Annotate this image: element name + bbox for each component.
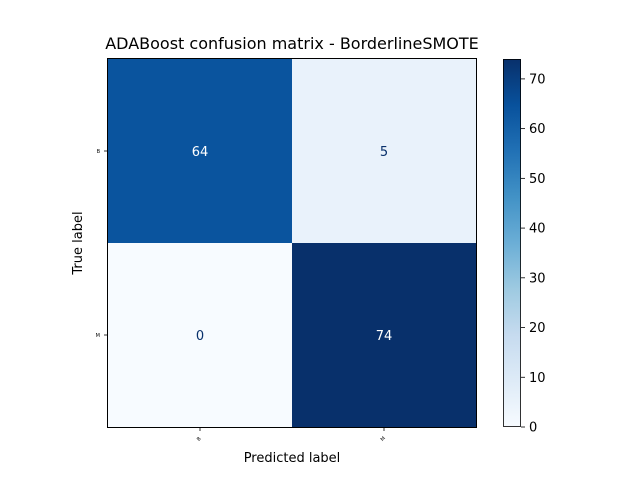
chart-title: ADABoost confusion matrix - BorderlineSM… — [105, 34, 479, 53]
x-tick-label: B — [196, 436, 203, 443]
cell-value-label: 0 — [196, 329, 204, 344]
colorbar-tick-label: 10 — [529, 371, 546, 386]
cell-value-label: 64 — [192, 145, 209, 160]
colorbar-gradient — [503, 59, 521, 427]
colorbar: 0 10 20 30 40 50 60 70 — [503, 59, 546, 436]
colorbar-tick-label: 40 — [529, 222, 546, 237]
y-tick-label: B — [97, 149, 101, 155]
colorbar-tick-label: 60 — [529, 122, 546, 137]
cell-value-label: 5 — [380, 145, 388, 160]
colorbar-tick-label: 0 — [529, 421, 537, 436]
matrix-cells — [108, 59, 477, 428]
matrix-cell — [292, 59, 477, 244]
y-tick-label: M — [96, 333, 100, 339]
x-axis-label: Predicted label — [244, 451, 341, 466]
cell-value-label: 74 — [376, 329, 393, 344]
y-axis-label: True label — [71, 211, 86, 275]
colorbar-tick-label: 50 — [529, 172, 546, 187]
colorbar-tick-label: 30 — [529, 271, 546, 286]
matrix-cell — [292, 243, 477, 428]
colorbar-tick-label: 20 — [529, 321, 546, 336]
matrix-cell — [108, 243, 293, 428]
y-axis-ticks: BM — [96, 149, 108, 339]
plot-frame — [107, 58, 477, 428]
colorbar-frame — [503, 59, 521, 427]
matrix-cell — [108, 59, 293, 244]
x-tick-label: M — [380, 436, 387, 443]
matrix-cell-labels: 64 5 0 74 — [192, 145, 393, 344]
colorbar-tick-label: 70 — [529, 72, 546, 87]
